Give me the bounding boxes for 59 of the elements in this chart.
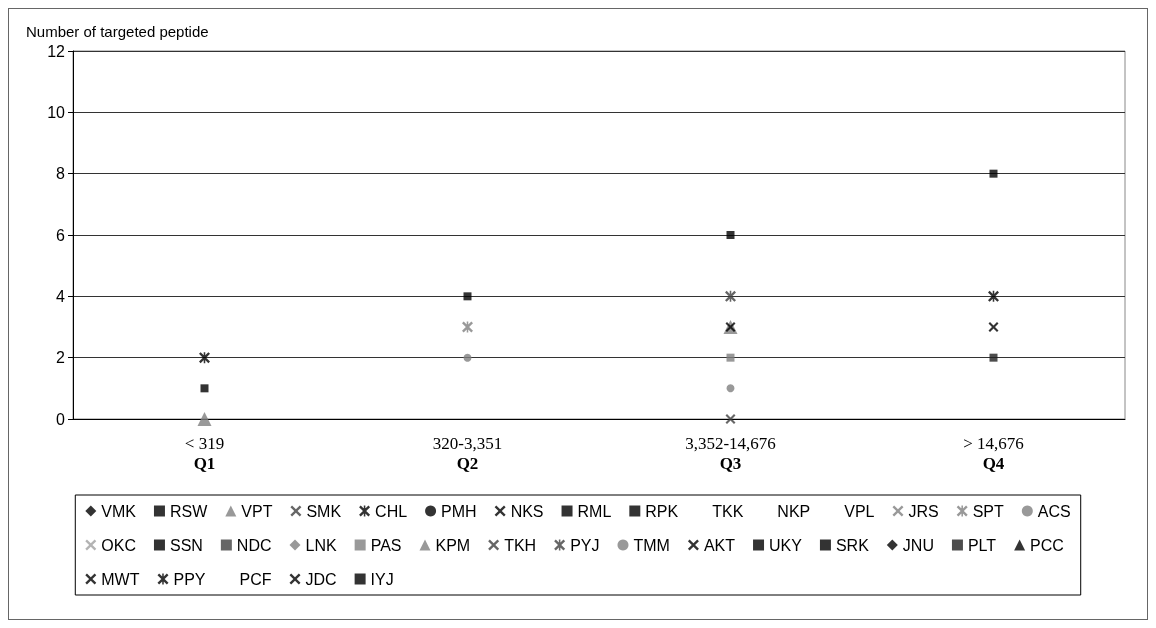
x-tick-label: 3,352-14,676 Q3 <box>685 433 776 473</box>
legend-label: VMK <box>101 502 137 520</box>
legend-label: PPY <box>173 570 206 588</box>
legend-label: LNK <box>305 536 337 554</box>
legend-label: SSN <box>169 536 203 554</box>
legend-label: CHL <box>375 502 408 520</box>
legend-label: JDC <box>305 570 337 588</box>
legend-label: MWT <box>101 570 140 588</box>
legend-label: PCF <box>239 570 272 588</box>
point <box>726 384 735 393</box>
y-tick-label: 6 <box>56 226 66 244</box>
legend-label: TMM <box>633 536 670 554</box>
point <box>726 353 735 362</box>
y-tick-label: 10 <box>47 103 66 121</box>
legend-label: NKP <box>777 502 811 520</box>
point <box>725 414 736 424</box>
legend-label: OKC <box>101 536 136 554</box>
legend-label: SMK <box>306 502 342 520</box>
legend-label: TKH <box>504 536 537 554</box>
legend-label: RPK <box>645 502 679 520</box>
legend-label: RML <box>577 502 612 520</box>
legend-label: RSW <box>169 502 209 520</box>
legend-label: AKT <box>703 536 736 554</box>
legend-label: PCC <box>1030 536 1064 554</box>
point <box>462 321 473 333</box>
legend-label: KPM <box>435 536 471 554</box>
point <box>989 169 998 178</box>
y-tick-label: 0 <box>56 410 66 428</box>
legend-label: VPT <box>241 502 273 520</box>
legend-label: SPT <box>972 502 1005 520</box>
point <box>197 412 212 426</box>
legend-label: PLT <box>967 536 997 554</box>
legend-label: JRS <box>908 502 939 520</box>
legend-label: IYJ <box>370 570 394 588</box>
legend-label: NKS <box>510 502 544 520</box>
y-tick-label: 4 <box>56 287 66 305</box>
legend-label: TKK <box>712 502 744 520</box>
legend-label: VPL <box>844 502 875 520</box>
y-axis-title: Number of targeted peptide <box>26 23 209 40</box>
point <box>989 353 998 362</box>
point <box>463 292 472 301</box>
point <box>726 231 735 239</box>
point <box>988 322 999 332</box>
x-tick-label: > 14,676 Q4 <box>963 433 1024 473</box>
legend-label: PAS <box>370 536 402 554</box>
y-tick-label: 2 <box>56 349 66 367</box>
legend-label: PMH <box>441 502 477 520</box>
legend-label: UKY <box>769 536 803 554</box>
legend-label: JNU <box>902 536 934 554</box>
x-tick-label: < 319 Q1 <box>184 433 225 473</box>
y-tick-label: 8 <box>56 165 66 183</box>
legend-label: SRK <box>835 536 870 554</box>
legend-label: ACS <box>1037 502 1071 520</box>
legend-label: PYJ <box>570 536 600 554</box>
legend-label: NDC <box>236 536 272 554</box>
y-tick-label: 12 <box>47 42 66 60</box>
point <box>200 384 209 393</box>
point <box>463 353 472 362</box>
x-tick-label: 320-3,351 Q2 <box>432 433 503 473</box>
